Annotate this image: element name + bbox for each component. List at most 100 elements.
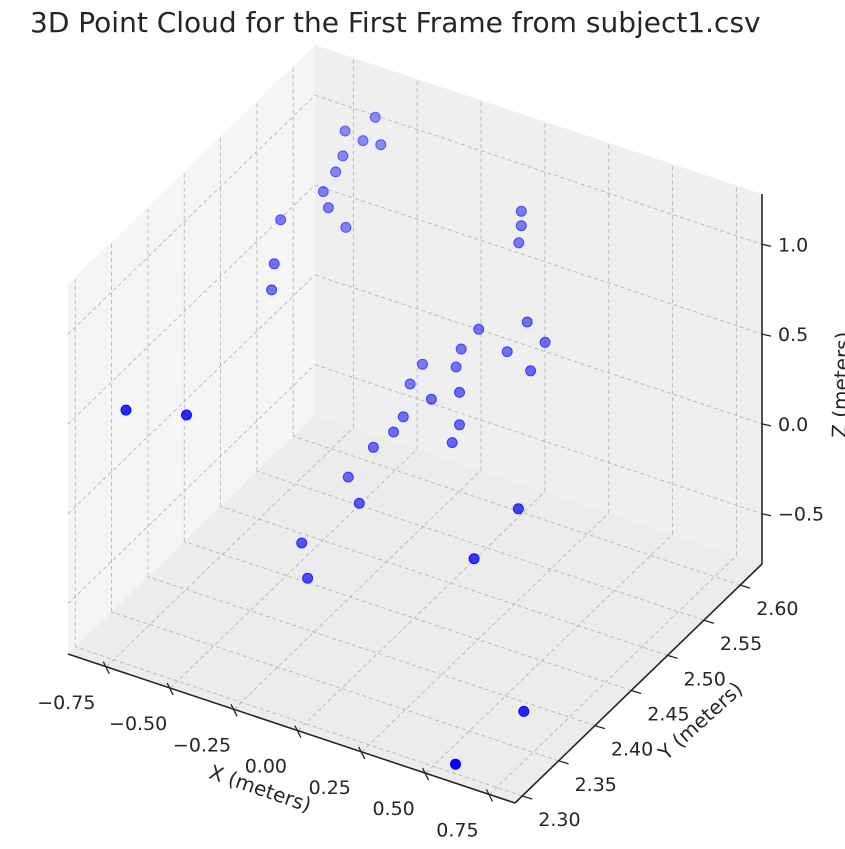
y-tick-mark — [740, 584, 751, 589]
x-tick-label: 0.75 — [436, 819, 478, 841]
back-pane — [315, 45, 762, 564]
grid-line-z-left — [67, 364, 316, 604]
grid-line-y-floor — [147, 576, 596, 727]
data-point — [450, 758, 461, 770]
x-tick-mark — [230, 704, 238, 717]
data-point — [266, 284, 278, 296]
z-tick-mark — [761, 513, 772, 517]
grid-line-y-floor — [293, 435, 741, 586]
z-tick-mark — [761, 423, 772, 427]
data-point — [446, 437, 458, 449]
grid-line-y-floor — [220, 506, 668, 656]
y-tick-mark — [703, 619, 715, 624]
data-point — [357, 135, 369, 147]
data-point — [521, 316, 533, 328]
axis-labels: −0.75 −0.50 −0.25 0.00 0.25 0.50 0.75 2.30 2.35 2… — [37, 234, 845, 841]
axis-lines — [67, 194, 763, 804]
data-point — [515, 220, 527, 232]
data-point — [455, 343, 467, 355]
left-pane — [68, 45, 315, 654]
data-point — [518, 705, 530, 717]
grid-line-x-floor — [489, 555, 737, 795]
y-tick-mark — [522, 795, 533, 800]
y-tick-mark — [631, 689, 642, 695]
y-tick-mark — [558, 760, 569, 765]
y-tick-mark — [667, 654, 678, 660]
data-point — [388, 426, 399, 438]
data-point — [454, 419, 465, 431]
x-tick-mark — [485, 789, 494, 802]
data-point — [340, 221, 352, 233]
x-tick-label: −0.25 — [173, 734, 231, 756]
data-point — [302, 572, 314, 584]
grid-line-z-left — [67, 184, 316, 425]
data-points — [120, 111, 551, 770]
x-tick-mark — [358, 746, 366, 760]
floor-pane — [68, 415, 762, 803]
x-axis-line — [67, 653, 516, 804]
grid-line-x-floor — [233, 470, 482, 710]
data-point — [515, 205, 527, 217]
x-tick-label: 0.50 — [372, 798, 414, 820]
grid-line-y-floor — [111, 611, 559, 762]
x-tick-label: 0.25 — [309, 777, 351, 799]
data-point — [454, 386, 465, 398]
z-axis-label: Z (meters) — [827, 331, 845, 438]
data-point — [404, 378, 416, 390]
grid-lines — [67, 57, 763, 797]
z-tick-label: 1.0 — [778, 234, 808, 256]
grid-line-y-floor — [184, 541, 632, 691]
tick-marks — [102, 243, 772, 802]
x-tick-label: −0.50 — [109, 713, 167, 735]
z-tick-label: −0.5 — [778, 504, 824, 526]
y-tick-label: 2.60 — [756, 598, 798, 620]
grid-line-x-floor — [361, 512, 610, 753]
chart-title: 3D Point Cloud for the First Frame from … — [30, 6, 761, 39]
data-point — [375, 139, 387, 151]
data-point — [296, 537, 308, 549]
data-point — [513, 237, 525, 249]
data-point — [525, 365, 537, 377]
y-tick-label: 2.50 — [684, 668, 726, 690]
y-tick-label: 2.35 — [575, 774, 617, 796]
grid-line-z-left — [67, 95, 316, 335]
data-point — [369, 111, 381, 123]
grid-line-x-floor — [106, 427, 354, 668]
grid-line-z-back — [314, 364, 763, 515]
data-point — [501, 346, 513, 358]
grid-line-y-floor — [75, 646, 523, 797]
data-point — [120, 404, 132, 416]
data-point — [330, 166, 342, 178]
data-point — [322, 202, 334, 214]
data-point — [450, 361, 462, 373]
grid-line-x-floor — [169, 448, 418, 689]
x-tick-mark — [422, 767, 430, 781]
z-tick-mark — [761, 333, 772, 337]
data-point — [337, 150, 349, 162]
data-point — [473, 323, 485, 335]
axis-panes — [68, 45, 762, 803]
data-point — [512, 503, 524, 515]
data-point — [342, 471, 354, 483]
z-tick-label: 0.5 — [778, 324, 808, 346]
data-point — [275, 214, 287, 226]
data-point — [353, 497, 365, 509]
z-tick-mark — [761, 243, 772, 247]
x-tick-mark — [166, 682, 174, 696]
x-tick-mark — [102, 661, 110, 675]
grid-line-y-floor — [256, 470, 705, 621]
y-tick-label: 2.30 — [538, 809, 580, 831]
data-point — [539, 336, 551, 348]
data-point — [367, 441, 379, 453]
data-point — [417, 358, 428, 370]
x-tick-label: −0.75 — [37, 692, 95, 714]
grid-line-z-back — [314, 274, 763, 425]
grid-line-z-back — [314, 184, 763, 335]
data-point — [425, 393, 437, 405]
data-point — [468, 553, 480, 565]
data-point — [339, 125, 351, 137]
grid-line-z-back — [314, 94, 763, 245]
x-tick-label: 0.00 — [245, 756, 287, 778]
grid-line-x-floor — [425, 533, 673, 774]
